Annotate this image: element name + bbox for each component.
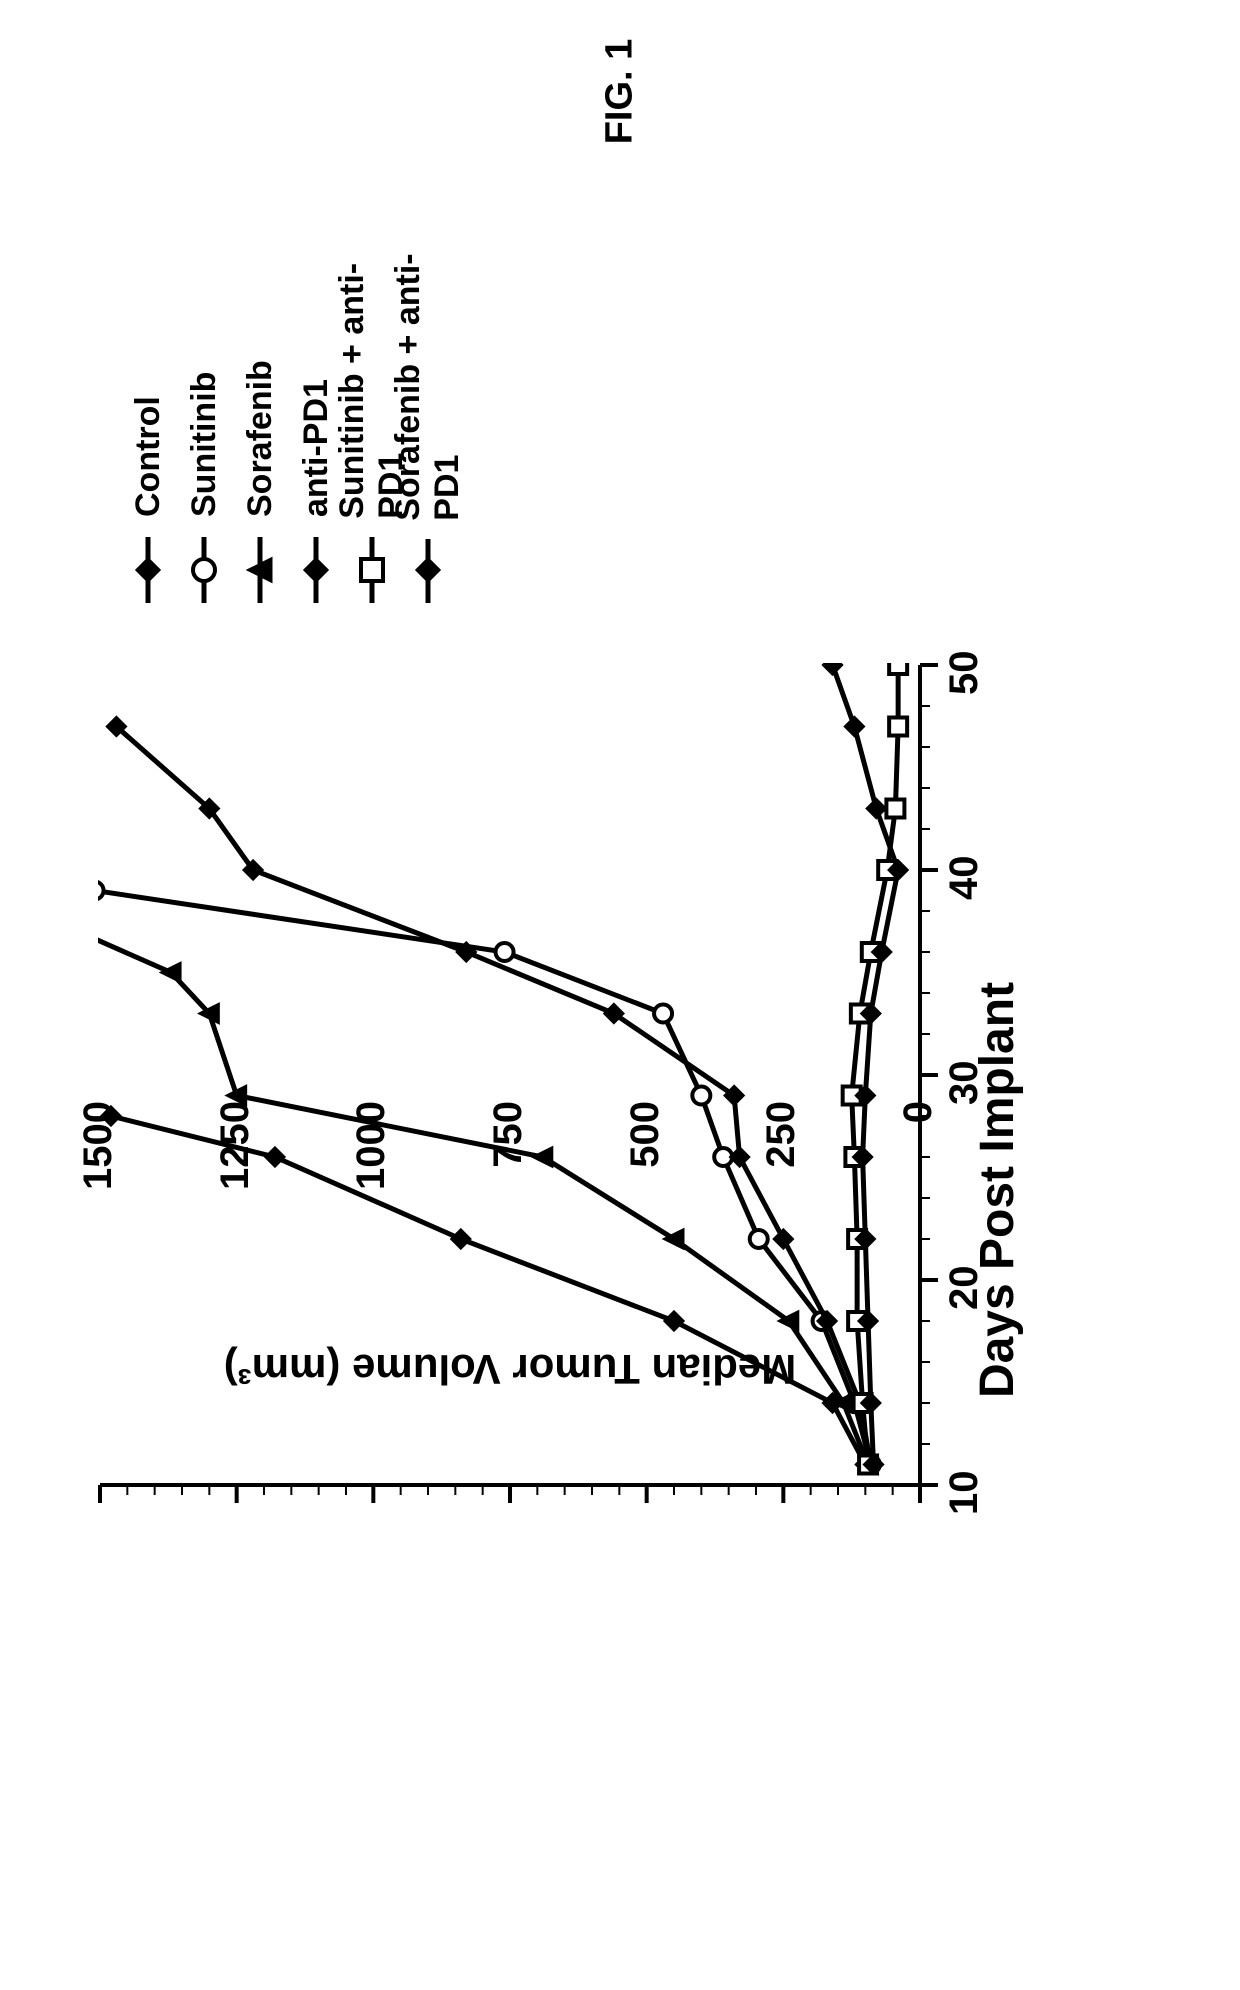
legend-item: Sorafenib + anti-PD1 <box>400 205 456 605</box>
figure-title: FIG. 1 <box>599 39 642 145</box>
legend-marker-icon <box>130 535 166 605</box>
chart-container: Days Post Implant Median Tumor Volume (m… <box>60 205 1060 1715</box>
legend-label: Sunitinib <box>185 372 224 517</box>
legend-item: Control <box>120 205 176 605</box>
legend-item: Sorafenib <box>232 205 288 605</box>
xtick-label: 40 <box>942 856 987 901</box>
legend-marker-icon <box>298 535 334 605</box>
series-4 <box>843 656 907 1474</box>
legend-marker-icon <box>186 535 222 605</box>
line-chart <box>60 615 1040 1715</box>
xtick-label: 30 <box>942 1061 987 1106</box>
legend-marker-icon <box>354 537 390 605</box>
xtick-label: 20 <box>942 1266 987 1311</box>
xtick-label: 10 <box>942 1471 987 1516</box>
ytick-label: 1000 <box>349 1101 394 1190</box>
chart-legend: ControlSunitinibSorafenibanti-PD1Sunitin… <box>120 205 456 605</box>
xtick-label: 50 <box>942 651 987 696</box>
x-axis-label: Days Post Implant <box>970 982 1025 1398</box>
legend-marker-icon <box>410 539 446 605</box>
legend-label: anti-PD1 <box>297 379 336 517</box>
y-axis-label: Median Tumor Volume (mm³) <box>224 1345 796 1393</box>
ytick-label: 1250 <box>213 1101 258 1190</box>
ytick-label: 0 <box>896 1101 941 1123</box>
page: { "figure_title": "FIG. 1", "chart": { "… <box>0 0 1240 1990</box>
ytick-label: 500 <box>623 1101 668 1168</box>
ytick-label: 1500 <box>76 1101 121 1190</box>
legend-marker-icon <box>242 535 278 605</box>
ytick-label: 750 <box>486 1101 531 1168</box>
legend-label: Sorafenib + anti-PD1 <box>389 205 467 521</box>
legend-label: Sorafenib <box>241 360 280 517</box>
legend-item: Sunitinib <box>176 205 232 605</box>
ytick-label: 250 <box>759 1101 804 1168</box>
legend-label: Control <box>129 396 168 517</box>
